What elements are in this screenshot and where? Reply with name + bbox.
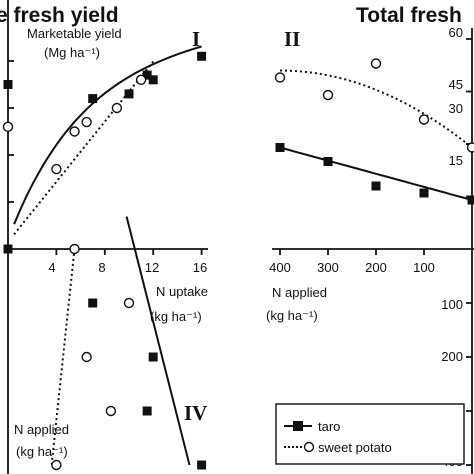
point-panel-ii-sweet-potato-3 [418, 114, 430, 125]
x-tick-label-300: 300 [317, 260, 339, 275]
point-panel-ii-taro-0 [275, 143, 285, 152]
point-panel-iv-taro-1 [88, 298, 98, 308]
legend-sweet-potato-marker [303, 441, 315, 453]
point-panel-i-sweet-potato-2 [69, 126, 80, 137]
point-panel-i-sweet-potato-0 [2, 121, 14, 133]
point-panel-i-taro-1 [88, 94, 98, 104]
x-axis-label-n-uptake: N uptake [156, 284, 208, 299]
point-panel-ii-taro-2 [371, 181, 381, 191]
curve-panel-iv-sweet-potato [50, 248, 76, 466]
point-panel-ii-sweet-potato-0 [274, 72, 286, 83]
curve-panel-i-taro [13, 45, 202, 225]
y-tick-label-200: 200 [441, 349, 463, 364]
point-panel-iv-sweet-potato-4 [51, 459, 62, 471]
x-axis-unit-n-uptake: (kg ha⁻¹) [150, 309, 202, 324]
y-tick-label-30: 30 [449, 101, 463, 116]
point-panel-ii-taro-4 [467, 195, 474, 205]
point-panel-i-sweet-potato-4 [111, 102, 123, 114]
quadrant-label-iv: IV [184, 401, 207, 425]
quadrant-label-i: I [192, 27, 200, 51]
curve-panel-i-sweet-potato [13, 60, 154, 236]
point-panel-ii-taro-1 [323, 157, 333, 166]
point-panel-i-taro-3 [142, 70, 152, 80]
x-tick-label-200: 200 [365, 260, 387, 275]
point-panel-i-sweet-potato-1 [51, 163, 62, 175]
curve-panel-ii-sweet-potato [279, 69, 473, 149]
point-panel-iv-taro-2 [148, 352, 158, 362]
point-panel-i-taro-2 [124, 89, 134, 99]
point-panel-iv-sweet-potato-1 [123, 297, 135, 309]
y-tick-label-45: 45 [449, 77, 463, 92]
point-panel-iv-taro-0 [3, 244, 13, 254]
y-tick-label-15: 15 [449, 153, 463, 168]
x-tick-label-4: 4 [48, 260, 55, 275]
legend-box [275, 403, 465, 465]
legend-taro-marker [293, 421, 303, 431]
point-panel-iv-taro-4 [197, 460, 207, 470]
point-panel-ii-taro-3 [419, 188, 429, 198]
y-axis-unit-n-applied: (kg ha⁻¹) [16, 444, 68, 459]
title-left: e fresh yield [0, 4, 119, 27]
point-panel-i-taro-0 [3, 80, 13, 89]
x-axis-label-n-applied: N applied [272, 285, 327, 300]
point-panel-iv-taro-3 [142, 406, 152, 416]
point-panel-iv-sweet-potato-0 [69, 243, 80, 255]
curve-panel-ii-taro [279, 146, 473, 201]
point-panel-ii-sweet-potato-1 [322, 89, 334, 101]
point-panel-iv-sweet-potato-2 [81, 351, 92, 363]
y-tick-label-100: 100 [441, 297, 463, 312]
x-tick-label-16: 16 [193, 260, 207, 275]
title-right: Total fresh [356, 4, 462, 27]
quadrant-label-ii: II [284, 27, 300, 51]
point-panel-iv-sweet-potato-3 [105, 405, 117, 417]
point-panel-i-taro-4 [148, 75, 158, 85]
curve-panel-iv-taro [125, 216, 191, 466]
legend-sweet-potato-label: sweet potato [318, 440, 392, 455]
y-axis-unit-marketable-yield: (Mg ha⁻¹) [44, 45, 100, 60]
x-tick-label-100: 100 [413, 260, 435, 275]
legend-taro-label: taro [318, 419, 340, 434]
y-tick-label-60: 60 [449, 25, 463, 40]
point-panel-i-taro-5 [197, 51, 207, 61]
x-tick-label-12: 12 [145, 260, 159, 275]
x-axis-unit-n-applied: (kg ha⁻¹) [266, 308, 318, 323]
y-axis-label-marketable-yield: Marketable yield [27, 26, 122, 41]
point-panel-ii-sweet-potato-2 [370, 58, 382, 69]
y-axis-label-n-applied: N applied [14, 422, 69, 437]
x-tick-label-8: 8 [98, 260, 105, 275]
x-tick-label-400: 400 [269, 260, 291, 275]
point-panel-ii-sweet-potato-4 [466, 142, 474, 153]
point-panel-i-sweet-potato-3 [81, 116, 92, 128]
point-panel-i-sweet-potato-5 [135, 74, 147, 86]
legend: taro sweet potato [275, 403, 465, 465]
